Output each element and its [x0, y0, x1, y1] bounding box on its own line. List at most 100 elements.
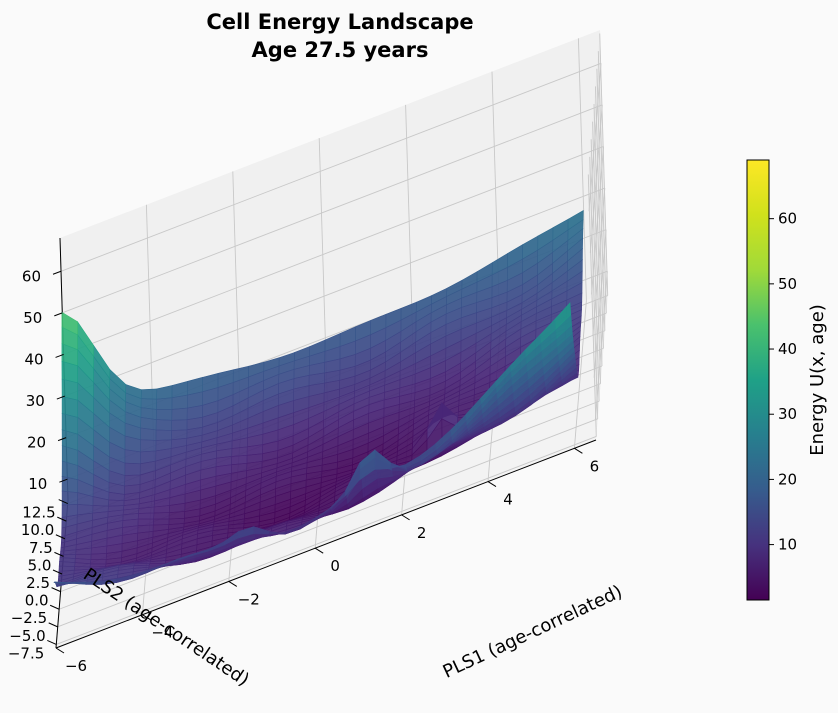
- x-tick-label: −2: [238, 590, 260, 608]
- x-axis-label: PLS1 (age-correlated): [440, 581, 626, 683]
- y-tick-mark: [47, 640, 57, 645]
- y-tick-label: 2.5: [26, 574, 50, 592]
- surface-facet: [137, 518, 154, 527]
- x-tick-mark: [574, 447, 583, 454]
- y-tick-label: 10.0: [21, 521, 54, 539]
- surface-facet: [140, 439, 157, 453]
- surface-facet: [124, 449, 141, 465]
- x-axis-ticks: −6 −4 −2 0 2 4 6: [55, 447, 600, 675]
- y-tick-label: 7.5: [29, 539, 53, 557]
- surface-facet: [90, 553, 107, 560]
- colorbar-tick-label: 20: [778, 470, 797, 488]
- x-tick-label: 2: [417, 524, 427, 542]
- x-tick-mark: [142, 614, 151, 621]
- grid-line: [60, 62, 602, 272]
- surface-facet: [108, 499, 125, 507]
- surface-facet: [171, 394, 188, 410]
- y-tick-mark: [54, 551, 64, 557]
- surface-facet: [53, 581, 71, 584]
- z-tick-mark: [57, 437, 67, 442]
- z-tick-mark: [52, 270, 62, 275]
- grid-line: [594, 271, 608, 420]
- energy-surface: [53, 209, 584, 588]
- surface-facet: [58, 561, 76, 567]
- grid-line: [590, 139, 600, 402]
- surface-facet: [153, 505, 170, 514]
- y-tick-mark: [48, 622, 58, 628]
- surface-facet: [138, 506, 155, 514]
- surface-facet: [140, 427, 157, 441]
- grid-line: [577, 38, 587, 301]
- y-tick-label: −2.5: [11, 609, 47, 627]
- colorbar-ticks: 10 20 30 40 50 60: [769, 210, 797, 554]
- chart-subtitle: Age 27.5 years: [251, 38, 429, 62]
- z-tick-mark: [59, 478, 68, 483]
- y-tick-mark: [55, 534, 66, 540]
- surface-facet: [155, 419, 173, 431]
- x-tick-label: 4: [503, 491, 513, 509]
- z-tick-label: 30: [26, 392, 45, 410]
- grid-line: [56, 436, 597, 645]
- grid-line: [599, 33, 609, 296]
- grid-line: [588, 63, 602, 212]
- y-tick-label: −5.0: [9, 627, 45, 645]
- grid-line: [592, 121, 602, 384]
- grid-line: [63, 146, 604, 355]
- surface-facet: [61, 476, 79, 493]
- colorbar: 10 20 30 40 50 60 Energy U(x, age): [746, 159, 828, 601]
- grid-line: [596, 68, 606, 331]
- x-tick-mark: [487, 481, 497, 488]
- z-tick-label: 40: [24, 350, 43, 368]
- colorbar-tick-label: 60: [778, 210, 797, 228]
- x-tick-label: −6: [65, 657, 87, 675]
- grid-line: [57, 418, 598, 628]
- z-tick-label: 60: [22, 267, 41, 285]
- grid-line: [593, 229, 607, 378]
- surface-facet: [124, 474, 141, 487]
- grid-line: [589, 156, 599, 419]
- surface-facet: [90, 559, 107, 565]
- surface-facet: [152, 518, 170, 526]
- x-tick-label: 6: [590, 457, 600, 475]
- z-tick-label: 50: [23, 309, 42, 327]
- surface-facet: [124, 462, 141, 476]
- grid-line: [64, 187, 605, 397]
- y-tick-label: 12.5: [22, 504, 55, 522]
- grid-line: [591, 146, 605, 295]
- colorbar-gradient: [746, 159, 770, 601]
- surface-facet: [155, 429, 172, 441]
- surface-facet: [140, 388, 158, 400]
- surface-facet: [61, 490, 78, 506]
- y-tick-mark: [57, 516, 67, 522]
- z-axis-ticks: 10 20 30 40 50 60: [22, 267, 68, 493]
- z-tick-mark: [55, 353, 64, 358]
- colorbar-tick-label: 30: [778, 405, 797, 423]
- colorbar-tick-label: 50: [778, 275, 797, 293]
- colorbar-tick-label: 40: [778, 340, 797, 358]
- x-tick-mark: [55, 647, 65, 654]
- x-tick-label: −4: [151, 624, 173, 642]
- z-tick-mark: [56, 395, 66, 400]
- surface-facet: [155, 409, 173, 421]
- grid-line: [594, 86, 604, 349]
- x-tick-mark: [401, 514, 410, 521]
- y-tick-label: 0.0: [25, 592, 49, 610]
- grid-line: [597, 51, 607, 314]
- surface-facet: [171, 419, 188, 431]
- surface-facet: [168, 511, 186, 520]
- surface-facet: [156, 397, 173, 410]
- x-tick-mark: [228, 581, 238, 587]
- chart-title: Cell Energy Landscape: [206, 10, 474, 34]
- colorbar-label: Energy U(x, age): [807, 304, 828, 456]
- surface-facet: [171, 407, 188, 421]
- grid-line: [587, 174, 597, 437]
- y-axis-ticks: 12.510.07.55.02.50.0−2.5−5.0−7.5: [8, 499, 68, 662]
- grid-line: [589, 104, 603, 253]
- y-tick-mark: [51, 587, 61, 593]
- x-tick-mark: [314, 547, 324, 554]
- x-axis-line: [55, 439, 597, 649]
- surface-facet: [137, 512, 155, 520]
- x-tick-label: 0: [330, 557, 340, 575]
- y-tick-mark: [49, 604, 60, 610]
- grid-line: [593, 103, 603, 367]
